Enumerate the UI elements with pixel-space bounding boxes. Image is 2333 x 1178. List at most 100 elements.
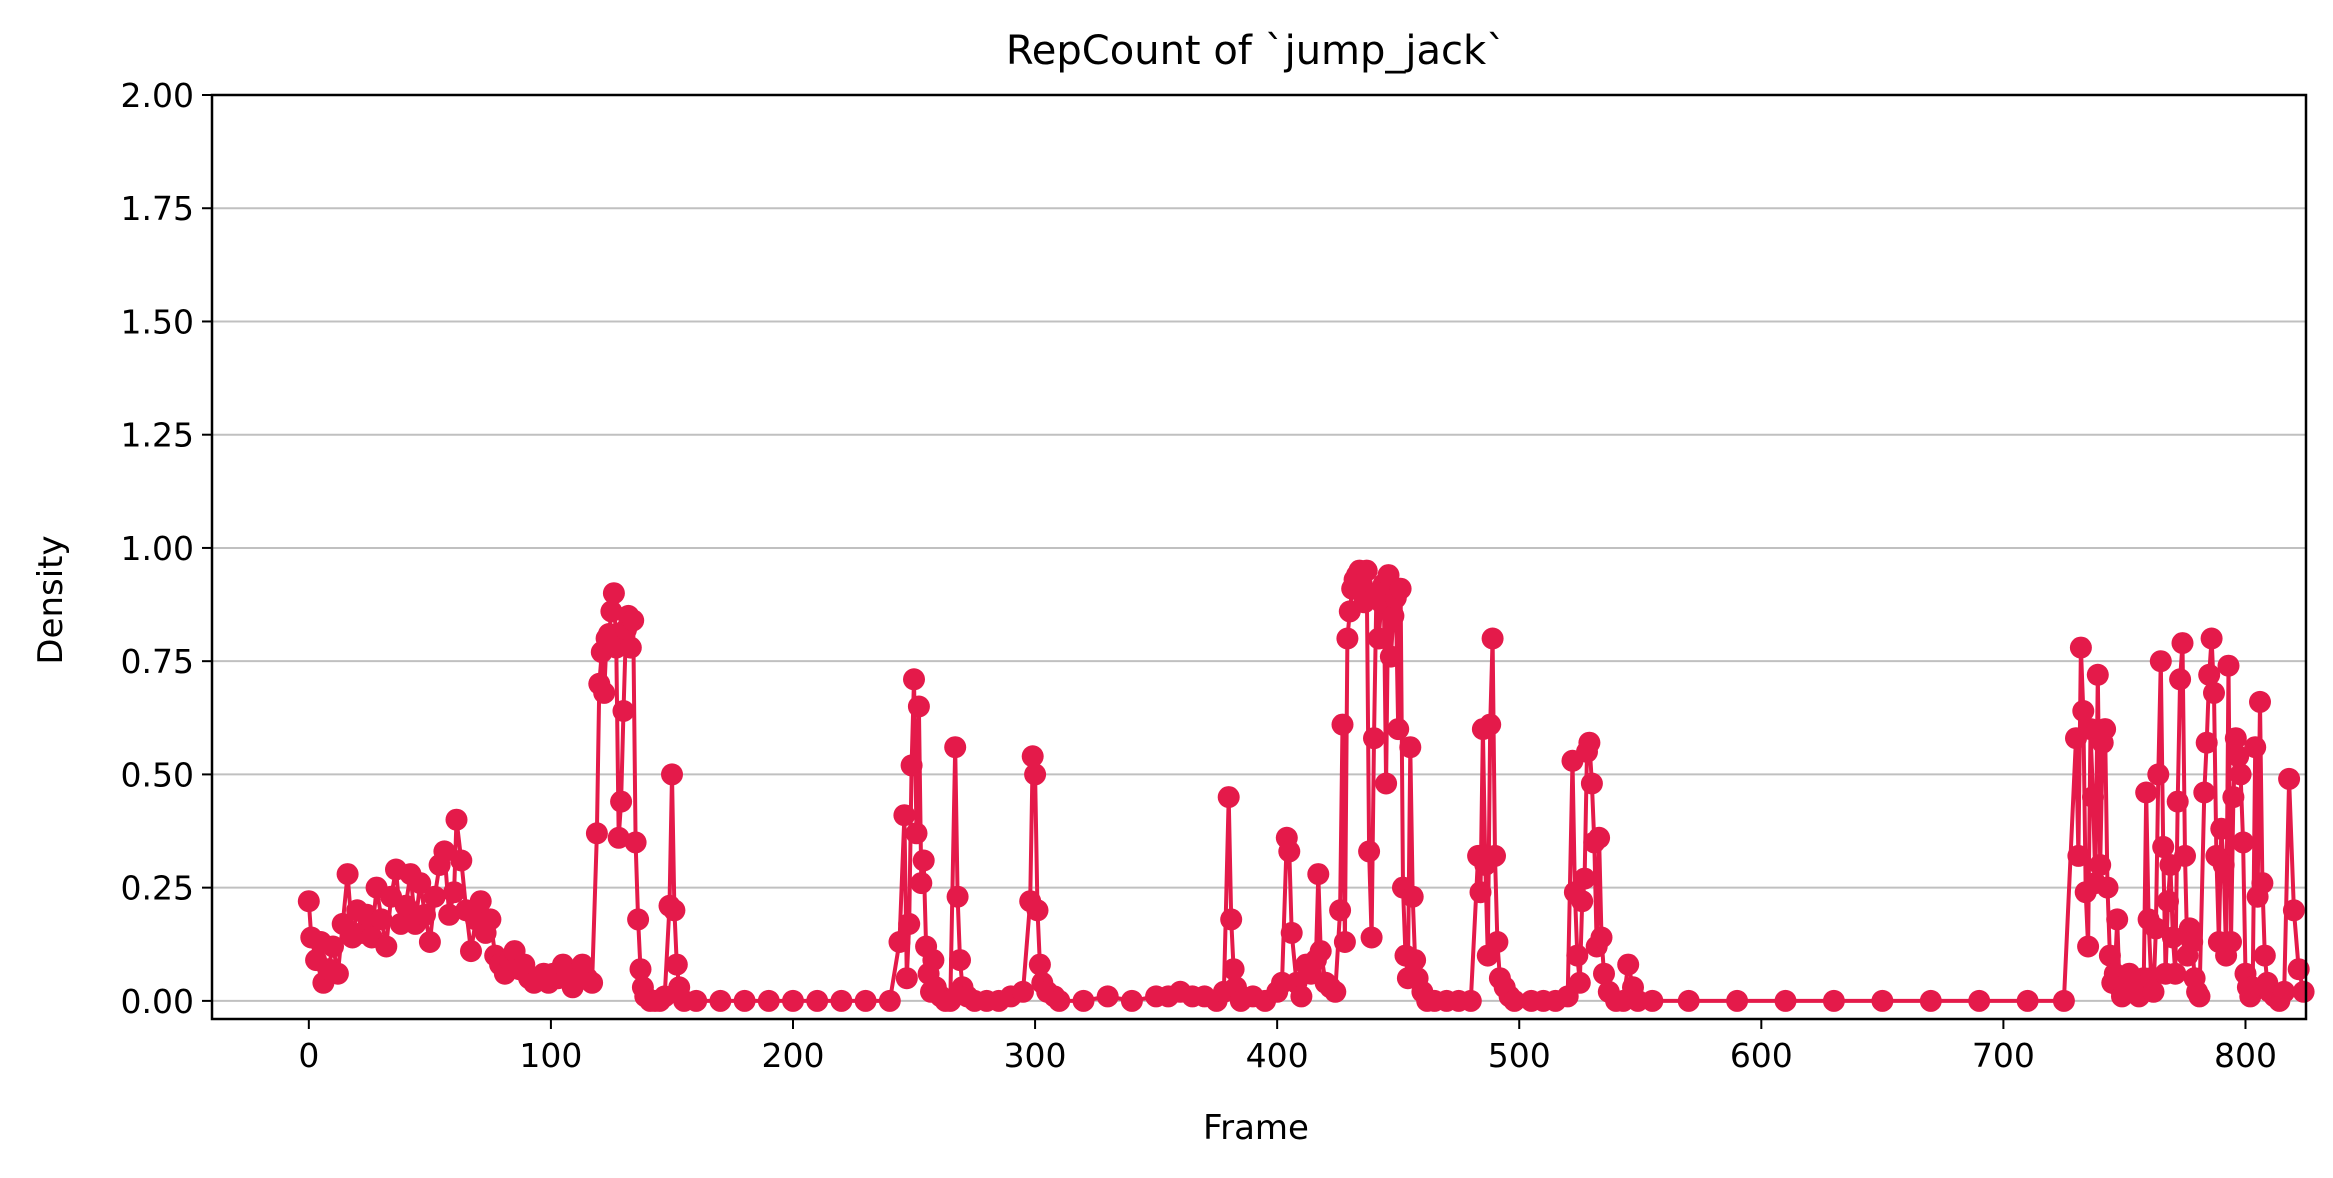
y-axis-label: Density	[31, 535, 71, 664]
data-point	[908, 696, 930, 718]
data-point	[2087, 664, 2109, 686]
data-point	[622, 609, 644, 631]
data-point	[1581, 773, 1603, 795]
data-point	[1048, 990, 1070, 1012]
data-point	[1073, 990, 1095, 1012]
data-point	[830, 990, 852, 1012]
data-point	[1591, 927, 1613, 949]
y-tick-label: 0.00	[121, 982, 194, 1021]
data-point	[2213, 854, 2235, 876]
data-point	[901, 754, 923, 776]
data-point	[2077, 936, 2099, 958]
data-point	[1726, 990, 1748, 1012]
data-point	[1486, 931, 1508, 953]
data-point	[1470, 881, 1492, 903]
data-point	[2150, 650, 2172, 672]
data-point	[2189, 985, 2211, 1007]
data-point	[2106, 908, 2128, 930]
data-point	[371, 908, 393, 930]
y-tick-label: 1.00	[121, 529, 194, 568]
data-point	[1356, 560, 1378, 582]
data-point	[1027, 899, 1049, 921]
data-point	[1402, 886, 1424, 908]
data-point	[2193, 782, 2215, 804]
data-point	[1329, 899, 1351, 921]
data-point	[2167, 791, 2189, 813]
data-point	[1569, 972, 1591, 994]
data-point	[610, 791, 632, 813]
y-tick-label: 1.75	[121, 189, 194, 228]
data-point	[2210, 818, 2232, 840]
data-point	[1324, 981, 1346, 1003]
x-tick-label: 200	[761, 1036, 824, 1075]
data-point	[1097, 985, 1119, 1007]
data-point	[620, 637, 642, 659]
y-tick-label: 0.75	[121, 642, 194, 681]
data-point	[603, 582, 625, 604]
data-point	[2174, 845, 2196, 867]
data-point	[1968, 990, 1990, 1012]
data-point	[782, 990, 804, 1012]
x-axis-label: Frame	[1203, 1108, 1309, 1148]
data-point	[1920, 990, 1942, 1012]
data-point	[2220, 931, 2242, 953]
data-point	[758, 990, 780, 1012]
data-point	[1121, 990, 1143, 1012]
data-point	[2172, 632, 2194, 654]
data-point	[375, 936, 397, 958]
data-point	[1578, 732, 1600, 754]
data-point	[1484, 845, 1506, 867]
data-point	[1368, 628, 1390, 650]
data-point	[1775, 990, 1797, 1012]
x-tick-label: 500	[1488, 1036, 1551, 1075]
data-point	[893, 804, 915, 826]
data-point	[1332, 714, 1354, 736]
data-point	[1482, 628, 1504, 650]
data-point	[1460, 990, 1482, 1012]
data-point	[337, 863, 359, 885]
x-tick-label: 800	[2214, 1036, 2277, 1075]
data-point	[2249, 691, 2271, 713]
data-point	[2181, 931, 2203, 953]
data-point	[1310, 940, 1332, 962]
data-point	[1390, 578, 1412, 600]
data-point	[806, 990, 828, 1012]
data-point	[2082, 786, 2104, 808]
data-point	[2254, 945, 2276, 967]
data-point	[709, 990, 731, 1012]
data-point	[593, 682, 615, 704]
data-point	[913, 850, 935, 872]
data-point	[1307, 863, 1329, 885]
data-point	[661, 763, 683, 785]
data-point	[1361, 927, 1383, 949]
data-point	[1678, 990, 1700, 1012]
data-point	[855, 990, 877, 1012]
data-point	[1375, 773, 1397, 795]
data-point	[1641, 990, 1663, 1012]
x-tick-label: 0	[298, 1036, 319, 1075]
data-point	[2097, 877, 2119, 899]
data-point	[903, 668, 925, 690]
data-point	[685, 990, 707, 1012]
data-point	[1358, 840, 1380, 862]
data-point	[446, 809, 468, 831]
data-point	[1278, 840, 1300, 862]
x-tick-label: 300	[1004, 1036, 1067, 1075]
data-point	[663, 899, 685, 921]
data-point	[586, 822, 608, 844]
data-point	[2293, 981, 2315, 1003]
data-point	[1220, 908, 1242, 930]
data-point	[581, 972, 603, 994]
data-point	[2094, 718, 2116, 740]
data-point	[944, 736, 966, 758]
x-tick-label: 600	[1730, 1036, 1793, 1075]
data-point	[947, 886, 969, 908]
data-point	[443, 881, 465, 903]
data-point	[327, 963, 349, 985]
data-point	[625, 831, 647, 853]
data-point	[450, 850, 472, 872]
data-point	[2251, 872, 2273, 894]
data-point	[2278, 768, 2300, 790]
data-point	[949, 949, 971, 971]
